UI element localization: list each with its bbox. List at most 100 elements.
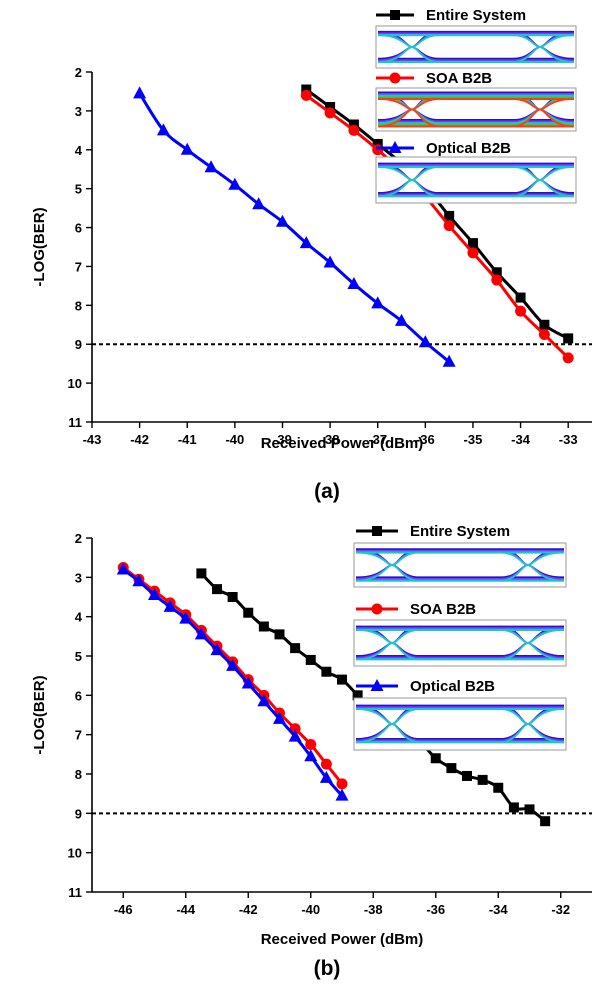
x-tick-label: -36	[416, 432, 435, 447]
data-point-circle	[300, 89, 312, 101]
x-tick-label: -40	[225, 432, 244, 447]
data-point-triangle	[418, 335, 432, 348]
y-tick-label: 7	[75, 728, 82, 743]
eye-trace	[377, 34, 441, 63]
data-point-triangle	[156, 123, 170, 136]
eye-diagram-1-1	[353, 619, 567, 667]
x-tick-label: -42	[239, 902, 258, 917]
data-point-square	[563, 333, 574, 344]
panel-label: (a)	[314, 480, 340, 503]
y-tick-label: 3	[75, 570, 82, 585]
data-point-circle	[467, 247, 479, 259]
data-point-triangle	[299, 236, 313, 249]
data-point-square	[515, 292, 526, 303]
eye-trace	[511, 165, 575, 198]
data-point-circle	[305, 739, 317, 750]
data-point-triangle	[228, 177, 242, 190]
data-point-square	[477, 774, 488, 785]
y-tick-label: 5	[75, 649, 82, 664]
data-point-square	[258, 621, 269, 632]
y-tick-label: 11	[68, 885, 82, 900]
data-point-circle	[562, 352, 574, 364]
eye-diagram-1-0	[353, 542, 567, 588]
eye-diagram-1-2	[353, 697, 567, 751]
y-tick-label: 9	[75, 337, 82, 352]
x-tick-label: -43	[83, 432, 102, 447]
legend-marker	[389, 72, 401, 84]
y-axis-title: -LOG(BER)	[31, 675, 48, 754]
x-tick-label: -44	[176, 902, 196, 917]
y-tick-label: 10	[68, 376, 82, 391]
data-point-square	[243, 607, 254, 618]
data-point-square	[305, 654, 316, 665]
data-point-triangle	[204, 160, 218, 173]
eye-diagram-0-0	[375, 25, 577, 69]
x-tick-label: -34	[489, 902, 509, 917]
legend-marker	[372, 526, 382, 536]
data-point-square	[444, 210, 455, 221]
x-tick-label: -38	[321, 432, 340, 447]
data-point-triangle	[323, 255, 337, 268]
data-point-triangle	[347, 276, 361, 289]
data-point-square	[430, 753, 441, 764]
data-point-circle	[538, 329, 550, 340]
eye-diagram-0-1	[375, 87, 577, 132]
data-point-triangle	[116, 562, 130, 575]
y-tick-label: 10	[68, 846, 82, 861]
data-point-triangle	[148, 588, 161, 601]
x-tick-label: -39	[273, 432, 292, 447]
data-point-square	[301, 84, 312, 95]
data-point-triangle	[273, 711, 286, 724]
y-tick-label: 5	[75, 182, 82, 197]
data-point-square	[321, 666, 332, 677]
data-point-triangle	[371, 296, 385, 309]
legend-marker	[388, 141, 402, 153]
y-tick-label: 7	[75, 259, 82, 274]
data-point-triangle	[395, 313, 409, 326]
series-line-circle	[305, 94, 570, 359]
legend-label: Optical B2B	[410, 678, 495, 695]
data-point-square	[352, 690, 363, 701]
x-tick-label: -33	[559, 432, 578, 447]
data-point-triangle	[163, 599, 177, 612]
legend-marker	[370, 679, 384, 691]
x-axis-title: Received Power (dBm)	[261, 435, 424, 452]
y-tick-label: 4	[75, 610, 83, 625]
data-point-square	[337, 674, 347, 685]
data-point-triangle	[288, 729, 302, 742]
x-tick-label: -40	[301, 902, 320, 917]
data-point-square	[196, 568, 207, 579]
data-point-square	[372, 138, 383, 149]
data-point-square	[539, 319, 550, 330]
chart-panel-b: 2 3 4 5 6 7 8 9 10 11 -46 -44 -42 -40 -38 -36 -34 -32 Rece…	[31, 523, 592, 980]
x-axis-title: Received Power (dBm)	[261, 931, 424, 948]
data-point-square	[227, 592, 238, 602]
data-point-square	[493, 782, 504, 793]
y-tick-label: 9	[75, 806, 82, 821]
y-tick-label: 11	[68, 415, 82, 430]
data-point-triangle	[133, 86, 147, 99]
x-tick-label: -32	[551, 902, 570, 917]
data-point-circle	[324, 107, 336, 119]
y-tick-label: 6	[75, 688, 82, 703]
data-point-triangle	[210, 643, 224, 656]
data-point-triangle	[180, 142, 194, 155]
data-point-triangle	[132, 574, 146, 587]
data-point-triangle	[194, 627, 208, 640]
x-tick-label: -36	[426, 902, 445, 917]
data-point-square	[462, 770, 472, 781]
eye-trace	[355, 628, 421, 661]
y-axis-title: -LOG(BER)	[31, 207, 48, 286]
data-point-circle	[443, 220, 455, 232]
legend-marker	[371, 603, 383, 615]
eye-diagram-0-2	[375, 156, 577, 204]
data-point-square	[540, 816, 551, 827]
data-point-square	[325, 102, 336, 112]
chart-panel-a: 2 3 4 5 6 7 8 9 10 11-43 -42 -41 -40 -39 -38 -37 -36 -35 -…	[31, 7, 592, 503]
legend-label: SOA B2B	[426, 70, 492, 87]
x-tick-label: -42	[130, 432, 149, 447]
eye-trace	[377, 98, 441, 128]
legend-label: Entire System	[410, 523, 510, 540]
data-point-triangle	[257, 694, 271, 707]
